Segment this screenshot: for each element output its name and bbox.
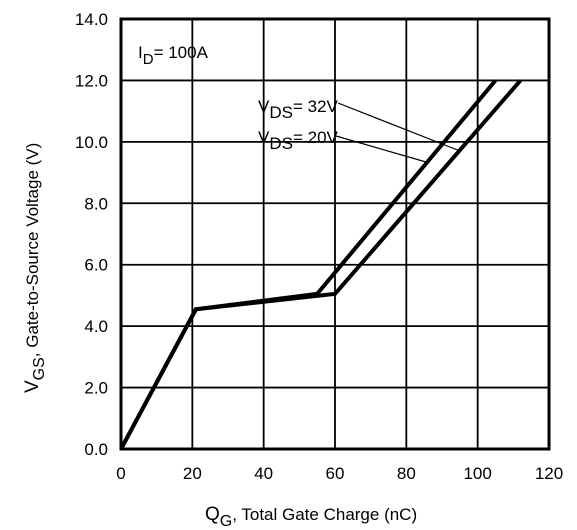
y-axis-label: VGS, Gate-to-Source Voltage (V) — [22, 143, 48, 393]
grid — [120, 18, 550, 450]
y-tick-label: 0.0 — [84, 440, 108, 459]
series-label-32v-sub: DS — [269, 103, 293, 122]
current-annotation-sub: D — [143, 51, 154, 68]
series-label-32v-rest: = 32V — [293, 97, 339, 116]
x-tick-label: 80 — [397, 464, 416, 483]
y-tick-label: 10.0 — [75, 133, 108, 152]
leader-line-20v — [335, 135, 427, 163]
y-axis-label-main: V — [22, 380, 43, 393]
series-label-20v-sub: DS — [269, 134, 293, 153]
plot-frame — [119, 17, 551, 451]
x-axis-label-sub: G — [220, 513, 232, 530]
series-line-20v — [119, 79, 498, 450]
y-tick-label: 12.0 — [75, 71, 108, 90]
x-tick-label: 0 — [116, 464, 125, 483]
y-tick-label: 14.0 — [75, 10, 108, 29]
x-tick-label: 60 — [326, 464, 345, 483]
series-label-32v-main: V — [258, 97, 270, 116]
x-axis-label: QG, Total Gate Charge (nC) — [205, 504, 417, 530]
current-annotation-rest: = 100A — [154, 43, 209, 62]
y-axis-label-sub: GS — [31, 357, 48, 380]
y-tick-label: 8.0 — [84, 194, 108, 213]
x-tick-label: 120 — [535, 464, 563, 483]
series-label-32v: VDS= 32V — [258, 97, 339, 122]
x-tick-label: 40 — [254, 464, 273, 483]
y-axis-label-rest: , Gate-to-Source Voltage (V) — [23, 143, 42, 358]
current-annotation-main: I — [138, 43, 143, 62]
x-tick-label: 20 — [183, 464, 202, 483]
series-label-20v-rest: = 20V — [293, 128, 339, 147]
x-tick-label: 100 — [463, 464, 491, 483]
y-tick-label: 4.0 — [84, 317, 108, 336]
series-label-20v: VDS= 20V — [258, 128, 339, 153]
series-group — [119, 79, 522, 450]
x-axis-label-rest: , Total Gate Charge (nC) — [232, 505, 417, 524]
y-tick-label: 6.0 — [84, 256, 108, 275]
series-label-20v-main: V — [258, 128, 270, 147]
y-tick-label: 2.0 — [84, 379, 108, 398]
x-axis-label-main: Q — [205, 504, 220, 525]
current-annotation: ID= 100A — [138, 43, 209, 68]
leader-line-32v — [337, 102, 461, 152]
tick-labels: 0 20 40 60 80 100 120 0.0 2.0 4.0 6.0 8.0 10.0 12.0 14… — [75, 10, 563, 483]
